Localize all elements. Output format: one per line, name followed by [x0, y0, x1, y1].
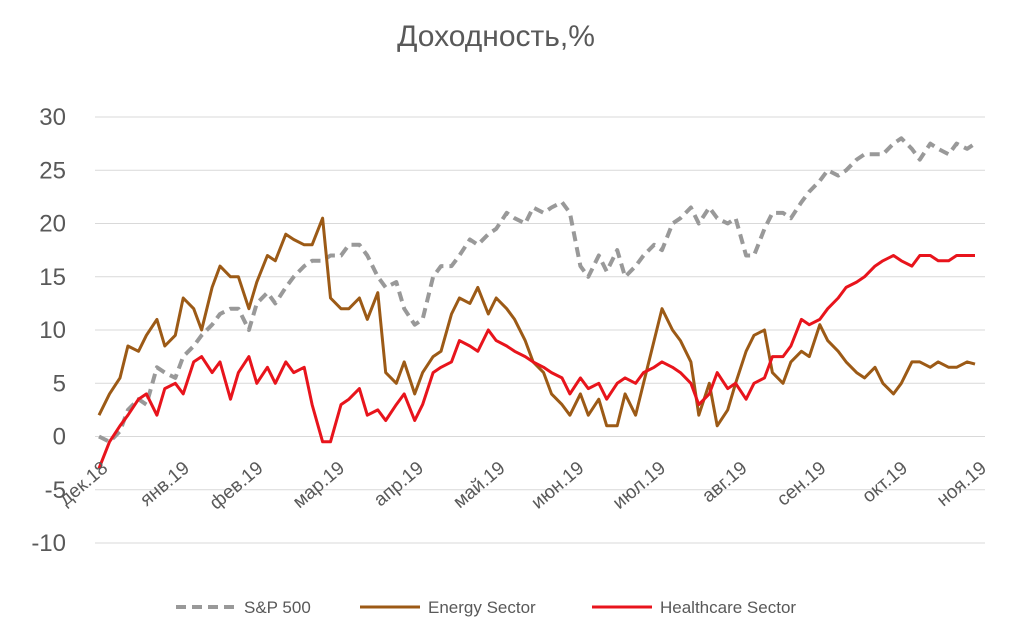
- chart-title: Доходность,%: [397, 20, 595, 53]
- legend-label: S&P 500: [244, 598, 311, 617]
- x-tick-label: окт.19: [859, 458, 912, 508]
- x-tick-label: янв.19: [136, 458, 193, 511]
- x-tick-label: сен.19: [773, 458, 830, 511]
- x-tick-label: май.19: [449, 458, 509, 513]
- series-line-healthcare-sector: [97, 254, 975, 469]
- legend: S&P 500 Energy Sector Healthcare Sector: [176, 598, 796, 617]
- y-axis-ticks: 30 25 20 15 10 5 0 -5 -10: [31, 104, 66, 557]
- x-tick-label: июн.19: [528, 458, 589, 514]
- x-axis-ticks: дек.18 янв.19 фев.19 мар.19 апр.19 май.19 июн.…: [56, 458, 991, 514]
- y-tick-label: -10: [31, 530, 66, 557]
- y-tick-label: 0: [53, 424, 66, 451]
- gridlines: [95, 116, 985, 544]
- y-tick-label: 25: [39, 157, 66, 184]
- y-tick-label: 15: [39, 264, 66, 291]
- legend-label: Energy Sector: [428, 598, 536, 617]
- y-tick-label: 10: [39, 317, 66, 344]
- x-tick-label: мар.19: [289, 458, 349, 513]
- series-line-energy-sector: [97, 216, 976, 428]
- x-tick-label: ноя.19: [933, 458, 991, 511]
- y-tick-label: 20: [39, 211, 66, 238]
- x-tick-label: апр.19: [370, 458, 428, 511]
- x-tick-label: авг.19: [698, 458, 751, 507]
- y-tick-label: 5: [53, 370, 66, 397]
- series-line-s-p-500: [98, 136, 977, 444]
- series-lines: [97, 136, 977, 469]
- x-tick-label: июл.19: [609, 458, 670, 514]
- legend-label: Healthcare Sector: [660, 598, 796, 617]
- y-tick-label: 30: [39, 104, 66, 131]
- x-tick-label: фев.19: [206, 458, 268, 514]
- y-tick-label: -5: [45, 477, 66, 504]
